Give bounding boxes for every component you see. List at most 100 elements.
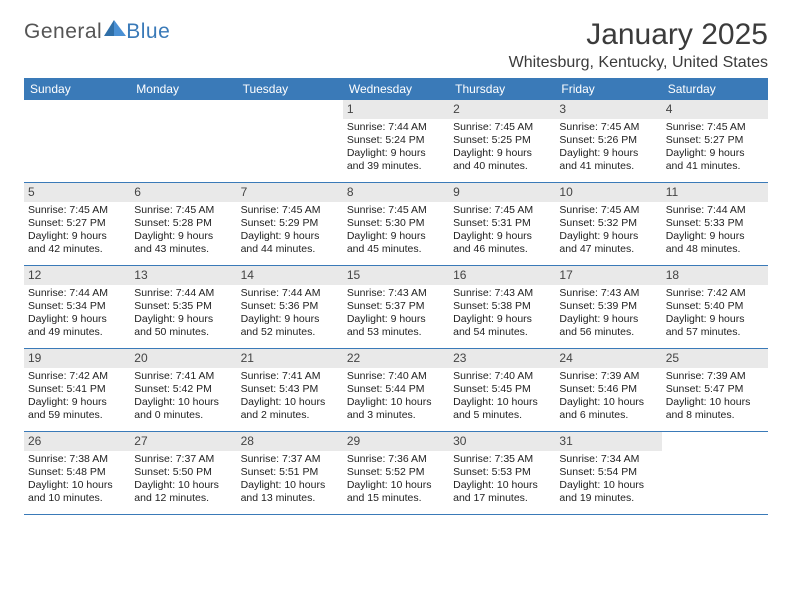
cell-body: Sunrise: 7:45 AMSunset: 5:31 PMDaylight:… [449,202,555,261]
week-row: 26Sunrise: 7:38 AMSunset: 5:48 PMDayligh… [24,432,768,515]
calendar-cell: 1Sunrise: 7:44 AMSunset: 5:24 PMDaylight… [343,100,449,182]
sunrise-line: Sunrise: 7:45 AM [347,204,445,217]
daylight-line: Daylight: 9 hours and 56 minutes. [559,313,657,339]
calendar-cell [662,432,768,514]
day-number: 23 [449,349,555,368]
calendar-cell: 2Sunrise: 7:45 AMSunset: 5:25 PMDaylight… [449,100,555,182]
sunset-line: Sunset: 5:30 PM [347,217,445,230]
calendar-cell [130,100,236,182]
sunset-line: Sunset: 5:31 PM [453,217,551,230]
cell-body: Sunrise: 7:45 AMSunset: 5:27 PMDaylight:… [662,119,768,178]
cell-body: Sunrise: 7:45 AMSunset: 5:28 PMDaylight:… [130,202,236,261]
day-number: 21 [237,349,343,368]
calendar-cell: 22Sunrise: 7:40 AMSunset: 5:44 PMDayligh… [343,349,449,431]
calendar-cell: 17Sunrise: 7:43 AMSunset: 5:39 PMDayligh… [555,266,661,348]
calendar-cell: 30Sunrise: 7:35 AMSunset: 5:53 PMDayligh… [449,432,555,514]
sunrise-line: Sunrise: 7:38 AM [28,453,126,466]
daylight-line: Daylight: 9 hours and 49 minutes. [28,313,126,339]
daylight-line: Daylight: 9 hours and 50 minutes. [134,313,232,339]
daylight-line: Daylight: 9 hours and 39 minutes. [347,147,445,173]
cell-body: Sunrise: 7:44 AMSunset: 5:36 PMDaylight:… [237,285,343,344]
calendar-cell: 8Sunrise: 7:45 AMSunset: 5:30 PMDaylight… [343,183,449,265]
day-header: Monday [130,78,236,100]
calendar-cell: 29Sunrise: 7:36 AMSunset: 5:52 PMDayligh… [343,432,449,514]
sunset-line: Sunset: 5:25 PM [453,134,551,147]
sunrise-line: Sunrise: 7:45 AM [241,204,339,217]
sunrise-line: Sunrise: 7:37 AM [241,453,339,466]
day-number: 6 [130,183,236,202]
daylight-line: Daylight: 10 hours and 15 minutes. [347,479,445,505]
day-number: 30 [449,432,555,451]
sunrise-line: Sunrise: 7:44 AM [241,287,339,300]
daylight-line: Daylight: 9 hours and 41 minutes. [666,147,764,173]
daylight-line: Daylight: 9 hours and 41 minutes. [559,147,657,173]
sunset-line: Sunset: 5:46 PM [559,383,657,396]
calendar-cell: 19Sunrise: 7:42 AMSunset: 5:41 PMDayligh… [24,349,130,431]
calendar-cell: 28Sunrise: 7:37 AMSunset: 5:51 PMDayligh… [237,432,343,514]
sunset-line: Sunset: 5:29 PM [241,217,339,230]
page: General Blue January 2025 Whitesburg, Ke… [0,0,792,515]
cell-body: Sunrise: 7:40 AMSunset: 5:45 PMDaylight:… [449,368,555,427]
day-number: 18 [662,266,768,285]
sunset-line: Sunset: 5:33 PM [666,217,764,230]
daylight-line: Daylight: 10 hours and 17 minutes. [453,479,551,505]
empty-day [24,100,130,118]
calendar-cell: 21Sunrise: 7:41 AMSunset: 5:43 PMDayligh… [237,349,343,431]
empty-day [662,432,768,450]
sunset-line: Sunset: 5:36 PM [241,300,339,313]
daylight-line: Daylight: 10 hours and 19 minutes. [559,479,657,505]
calendar-cell: 5Sunrise: 7:45 AMSunset: 5:27 PMDaylight… [24,183,130,265]
empty-day [237,100,343,118]
sunrise-line: Sunrise: 7:45 AM [453,121,551,134]
day-header: Wednesday [343,78,449,100]
sunrise-line: Sunrise: 7:43 AM [453,287,551,300]
sunset-line: Sunset: 5:37 PM [347,300,445,313]
calendar-cell: 25Sunrise: 7:39 AMSunset: 5:47 PMDayligh… [662,349,768,431]
day-number: 25 [662,349,768,368]
cell-body: Sunrise: 7:45 AMSunset: 5:30 PMDaylight:… [343,202,449,261]
calendar-cell: 18Sunrise: 7:42 AMSunset: 5:40 PMDayligh… [662,266,768,348]
sunrise-line: Sunrise: 7:45 AM [134,204,232,217]
sunrise-line: Sunrise: 7:44 AM [666,204,764,217]
sunrise-line: Sunrise: 7:41 AM [241,370,339,383]
sunrise-line: Sunrise: 7:37 AM [134,453,232,466]
day-number: 2 [449,100,555,119]
cell-body: Sunrise: 7:45 AMSunset: 5:27 PMDaylight:… [24,202,130,261]
cell-body: Sunrise: 7:42 AMSunset: 5:41 PMDaylight:… [24,368,130,427]
daylight-line: Daylight: 10 hours and 12 minutes. [134,479,232,505]
calendar-cell: 4Sunrise: 7:45 AMSunset: 5:27 PMDaylight… [662,100,768,182]
calendar-cell: 23Sunrise: 7:40 AMSunset: 5:45 PMDayligh… [449,349,555,431]
day-number: 27 [130,432,236,451]
sunrise-line: Sunrise: 7:45 AM [559,204,657,217]
daylight-line: Daylight: 10 hours and 5 minutes. [453,396,551,422]
cell-body: Sunrise: 7:43 AMSunset: 5:37 PMDaylight:… [343,285,449,344]
week-row: 19Sunrise: 7:42 AMSunset: 5:41 PMDayligh… [24,349,768,432]
sunrise-line: Sunrise: 7:45 AM [666,121,764,134]
day-number: 9 [449,183,555,202]
cell-body: Sunrise: 7:36 AMSunset: 5:52 PMDaylight:… [343,451,449,510]
sunset-line: Sunset: 5:24 PM [347,134,445,147]
calendar-cell: 12Sunrise: 7:44 AMSunset: 5:34 PMDayligh… [24,266,130,348]
cell-body: Sunrise: 7:40 AMSunset: 5:44 PMDaylight:… [343,368,449,427]
week-row: 1Sunrise: 7:44 AMSunset: 5:24 PMDaylight… [24,100,768,183]
daylight-line: Daylight: 9 hours and 52 minutes. [241,313,339,339]
sunset-line: Sunset: 5:27 PM [28,217,126,230]
sunrise-line: Sunrise: 7:45 AM [453,204,551,217]
daylight-line: Daylight: 9 hours and 42 minutes. [28,230,126,256]
daylight-line: Daylight: 10 hours and 8 minutes. [666,396,764,422]
cell-body: Sunrise: 7:37 AMSunset: 5:50 PMDaylight:… [130,451,236,510]
sunrise-line: Sunrise: 7:39 AM [559,370,657,383]
sunrise-line: Sunrise: 7:45 AM [28,204,126,217]
day-headers: SundayMondayTuesdayWednesdayThursdayFrid… [24,78,768,100]
day-number: 3 [555,100,661,119]
sunset-line: Sunset: 5:32 PM [559,217,657,230]
calendar: SundayMondayTuesdayWednesdayThursdayFrid… [24,78,768,515]
day-number: 22 [343,349,449,368]
sunset-line: Sunset: 5:26 PM [559,134,657,147]
calendar-cell [237,100,343,182]
calendar-cell: 24Sunrise: 7:39 AMSunset: 5:46 PMDayligh… [555,349,661,431]
header: General Blue January 2025 Whitesburg, Ke… [24,18,768,72]
calendar-cell: 27Sunrise: 7:37 AMSunset: 5:50 PMDayligh… [130,432,236,514]
calendar-cell [24,100,130,182]
day-number: 17 [555,266,661,285]
